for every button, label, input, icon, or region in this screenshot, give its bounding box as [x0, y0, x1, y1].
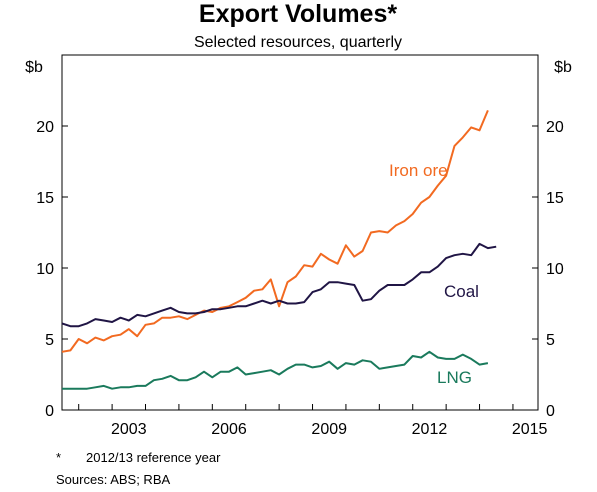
y-tick-label-right-2: 10 — [546, 261, 564, 278]
y-tick-label-left-2: 10 — [36, 261, 54, 278]
y-unit-right: $b — [554, 59, 572, 76]
series-line-lng — [62, 350, 489, 390]
y-unit-left: $b — [25, 59, 43, 76]
x-tick-label-3: 2012 — [412, 421, 448, 438]
lng-label: LNG — [437, 368, 472, 387]
plot-frame — [61, 54, 539, 411]
footnote-marker: * — [56, 450, 61, 465]
series-line-coal — [61, 242, 497, 328]
chart-title: Export Volumes* — [199, 0, 397, 28]
chart-subtitle: Selected resources, quarterly — [194, 34, 402, 51]
coal-label: Coal — [444, 282, 479, 301]
y-tick-label-right-3: 15 — [546, 190, 564, 207]
footnote-text: 2012/13 reference year — [86, 450, 221, 465]
x-tick-label-4: 2015 — [512, 421, 548, 438]
y-tick-label-left-4: 20 — [36, 119, 54, 136]
y-tick-label-left-0: 0 — [45, 403, 54, 420]
iron-ore-label: Iron ore — [389, 161, 448, 180]
y-tick-label-right-1: 5 — [546, 332, 555, 349]
x-tick-label-2: 2009 — [311, 421, 347, 438]
y-tick-label-right-4: 20 — [546, 119, 564, 136]
y-tick-label-left-1: 5 — [45, 332, 54, 349]
x-tick-label-0: 2003 — [111, 421, 147, 438]
y-tick-label-left-3: 15 — [36, 190, 54, 207]
series-line-iron-ore — [61, 110, 489, 353]
sources-text: Sources: ABS; RBA — [56, 472, 170, 487]
y-tick-label-right-0: 0 — [546, 403, 555, 420]
x-tick-label-1: 2006 — [211, 421, 247, 438]
